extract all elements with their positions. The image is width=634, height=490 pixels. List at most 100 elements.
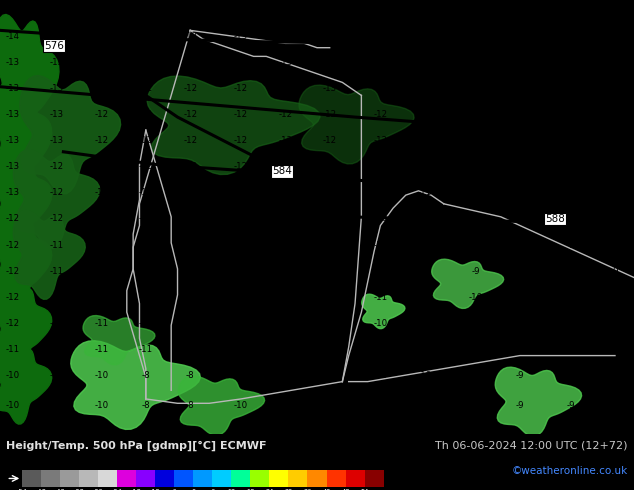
Text: -12: -12 [183,110,197,120]
Text: -9: -9 [566,241,575,249]
Text: -13: -13 [6,58,20,68]
Text: -9: -9 [515,370,524,380]
Polygon shape [0,15,59,152]
Text: -13: -13 [418,58,432,68]
Text: -9: -9 [611,401,619,410]
Text: -12: -12 [323,163,337,172]
Text: -14: -14 [94,6,108,15]
Text: -11: -11 [183,318,197,328]
Text: -13: -13 [418,32,432,41]
Text: -8: -8 [141,401,150,410]
Text: -13: -13 [513,6,527,15]
Text: -12: -12 [278,136,292,146]
Text: -9: -9 [566,318,575,328]
Text: -12: -12 [323,136,337,146]
Text: -11: -11 [323,318,337,328]
Text: -10: -10 [418,267,432,275]
Text: -12: -12 [183,163,197,172]
Polygon shape [0,154,52,252]
Text: -13: -13 [183,32,197,41]
Text: -12: -12 [323,189,337,197]
Text: -9: -9 [515,293,524,301]
Text: -10: -10 [183,344,197,354]
Text: -10: -10 [564,215,578,223]
Bar [327,470,346,487]
Text: -10: -10 [6,401,20,410]
Text: -10: -10 [469,189,482,197]
Text: -12: -12 [323,110,337,120]
Text: 584: 584 [272,166,292,176]
Text: -13: -13 [6,110,20,120]
Text: -12: -12 [234,163,248,172]
Text: -13: -13 [278,84,292,94]
Text: Height/Temp. 500 hPa [gdmp][°C] ECMWF: Height/Temp. 500 hPa [gdmp][°C] ECMWF [6,441,267,451]
Text: -12: -12 [6,241,20,249]
Text: -13: -13 [278,58,292,68]
Text: -13: -13 [373,32,387,41]
Text: -12: -12 [183,215,197,223]
Text: -13: -13 [6,189,20,197]
Text: -13: -13 [50,110,64,120]
Text: -11: -11 [139,293,153,301]
Text: -12: -12 [418,84,432,94]
Text: -9: -9 [471,267,480,275]
Text: -14: -14 [6,6,20,15]
Text: -10: -10 [323,370,337,380]
Text: -11: -11 [183,267,197,275]
Text: -10: -10 [608,189,622,197]
Text: -13: -13 [373,84,387,94]
Text: -12: -12 [139,189,153,197]
Text: -13: -13 [139,58,153,68]
Text: -12: -12 [139,163,153,172]
Text: -10: -10 [418,293,432,301]
Text: -12: -12 [183,136,197,146]
Text: -11: -11 [418,136,432,146]
Text: -13: -13 [139,32,153,41]
Text: -13: -13 [6,163,20,172]
Text: -11: -11 [50,267,64,275]
Bar [41,470,60,487]
Text: -14: -14 [6,32,20,41]
Text: -10: -10 [418,215,432,223]
Text: -12: -12 [50,215,64,223]
Polygon shape [178,376,264,435]
Text: -10: -10 [418,318,432,328]
Text: -13: -13 [278,32,292,41]
Text: -12: -12 [278,110,292,120]
Bar [288,470,307,487]
Text: -11: -11 [373,293,387,301]
Text: Th 06-06-2024 12:00 UTC (12+72): Th 06-06-2024 12:00 UTC (12+72) [435,441,628,450]
Polygon shape [0,215,52,313]
Text: -10: -10 [418,370,432,380]
Text: -9: -9 [515,401,524,410]
Text: -13: -13 [278,6,292,15]
Text: -12: -12 [469,84,482,94]
Text: -11: -11 [513,136,527,146]
Text: -13: -13 [234,32,248,41]
Text: -13: -13 [6,84,20,94]
Text: -14: -14 [50,6,64,15]
Text: -10: -10 [513,189,527,197]
Text: -13: -13 [564,32,578,41]
Text: -11: -11 [278,241,292,249]
Text: -12: -12 [234,215,248,223]
Text: -12: -12 [50,293,64,301]
Text: -9: -9 [515,241,524,249]
Text: -12: -12 [183,84,197,94]
Polygon shape [0,84,52,202]
Text: -9: -9 [611,267,619,275]
Text: -10: -10 [469,318,482,328]
Text: -5: -5 [236,370,245,380]
Text: -13: -13 [608,6,622,15]
Text: -12: -12 [278,163,292,172]
Text: -13: -13 [183,58,197,68]
Text: -11: -11 [373,267,387,275]
Text: -12: -12 [278,215,292,223]
Text: -12: -12 [6,293,20,301]
Text: -13: -13 [323,58,337,68]
Text: -12: -12 [373,163,387,172]
Text: -12: -12 [139,136,153,146]
Text: -12: -12 [6,215,20,223]
Text: -12: -12 [234,84,248,94]
Text: -11: -11 [50,344,64,354]
